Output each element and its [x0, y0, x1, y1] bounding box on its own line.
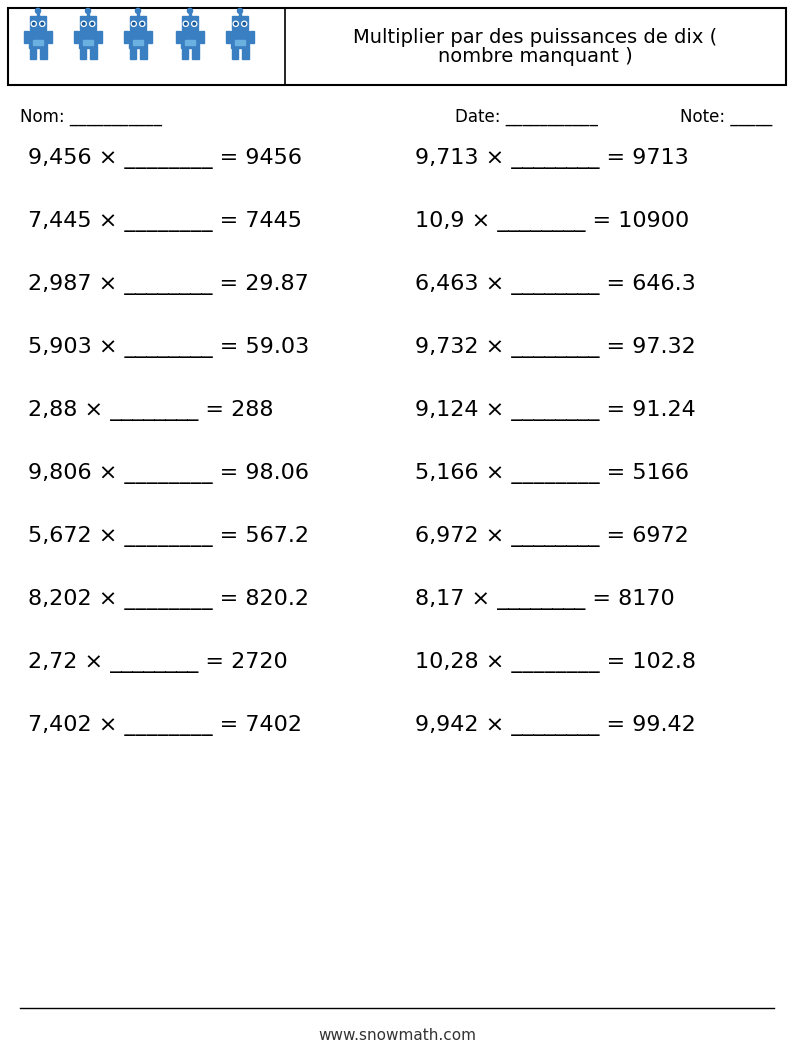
- Circle shape: [131, 21, 137, 26]
- Bar: [148, 32, 152, 43]
- Bar: [33, 40, 43, 45]
- Text: nombre manquant ): nombre manquant ): [438, 47, 633, 66]
- Bar: [191, 48, 198, 59]
- Circle shape: [31, 21, 37, 26]
- Bar: [183, 16, 198, 29]
- Bar: [130, 16, 145, 29]
- Circle shape: [193, 22, 195, 25]
- Bar: [181, 32, 199, 48]
- Bar: [140, 48, 147, 59]
- Bar: [30, 16, 45, 29]
- Circle shape: [91, 22, 94, 25]
- Bar: [129, 48, 137, 59]
- Circle shape: [41, 22, 44, 25]
- Bar: [8, 8, 786, 85]
- Circle shape: [40, 21, 44, 26]
- Bar: [133, 40, 143, 45]
- Bar: [83, 40, 93, 45]
- Circle shape: [237, 8, 242, 14]
- Bar: [29, 32, 48, 48]
- Bar: [40, 48, 47, 59]
- Text: 2,72 × ________ = 2720: 2,72 × ________ = 2720: [28, 652, 287, 673]
- Text: www.snowmath.com: www.snowmath.com: [318, 1028, 476, 1044]
- Circle shape: [36, 8, 40, 14]
- Bar: [87, 12, 89, 16]
- Text: Date: ___________: Date: ___________: [455, 108, 598, 126]
- Circle shape: [187, 8, 193, 14]
- Text: Multiplier par des puissances de dix (: Multiplier par des puissances de dix (: [353, 28, 718, 47]
- Text: 10,9 × ________ = 10900: 10,9 × ________ = 10900: [415, 211, 689, 232]
- Circle shape: [90, 21, 94, 26]
- Text: 2,987 × ________ = 29.87: 2,987 × ________ = 29.87: [28, 274, 309, 295]
- Circle shape: [184, 22, 187, 25]
- Circle shape: [133, 22, 135, 25]
- Bar: [241, 48, 249, 59]
- Circle shape: [136, 8, 141, 14]
- Circle shape: [183, 21, 188, 26]
- Bar: [79, 32, 98, 48]
- Text: Note: _____: Note: _____: [680, 108, 773, 126]
- Text: 9,713 × ________ = 9713: 9,713 × ________ = 9713: [415, 148, 688, 168]
- Text: 7,445 × ________ = 7445: 7,445 × ________ = 7445: [28, 211, 302, 232]
- Bar: [175, 32, 179, 43]
- Bar: [74, 32, 78, 43]
- Bar: [129, 32, 148, 48]
- Circle shape: [140, 21, 145, 26]
- Text: 9,456 × ________ = 9456: 9,456 × ________ = 9456: [28, 148, 302, 168]
- Text: 6,463 × ________ = 646.3: 6,463 × ________ = 646.3: [415, 274, 696, 295]
- Bar: [239, 12, 241, 16]
- Bar: [48, 32, 52, 43]
- Bar: [235, 40, 245, 45]
- Bar: [189, 12, 191, 16]
- Text: 6,972 × ________ = 6972: 6,972 × ________ = 6972: [415, 526, 688, 547]
- Circle shape: [86, 8, 91, 14]
- Bar: [200, 32, 204, 43]
- Circle shape: [243, 22, 245, 25]
- Bar: [232, 48, 238, 59]
- Circle shape: [191, 21, 197, 26]
- Bar: [79, 48, 87, 59]
- Text: 5,166 × ________ = 5166: 5,166 × ________ = 5166: [415, 463, 689, 484]
- Bar: [225, 32, 229, 43]
- Text: 9,732 × ________ = 97.32: 9,732 × ________ = 97.32: [415, 337, 696, 358]
- Circle shape: [141, 22, 144, 25]
- Text: 7,402 × ________ = 7402: 7,402 × ________ = 7402: [28, 715, 302, 736]
- Bar: [182, 48, 188, 59]
- Text: 8,202 × ________ = 820.2: 8,202 × ________ = 820.2: [28, 589, 309, 610]
- Text: 9,124 × ________ = 91.24: 9,124 × ________ = 91.24: [415, 400, 696, 421]
- Text: 9,942 × ________ = 99.42: 9,942 × ________ = 99.42: [415, 715, 696, 736]
- Text: 5,903 × ________ = 59.03: 5,903 × ________ = 59.03: [28, 337, 309, 358]
- Text: 9,806 × ________ = 98.06: 9,806 × ________ = 98.06: [28, 463, 309, 484]
- Text: 5,672 × ________ = 567.2: 5,672 × ________ = 567.2: [28, 526, 309, 547]
- Circle shape: [233, 21, 238, 26]
- Bar: [24, 32, 28, 43]
- Bar: [37, 12, 39, 16]
- Circle shape: [81, 21, 87, 26]
- Bar: [250, 32, 254, 43]
- Bar: [80, 16, 95, 29]
- Circle shape: [241, 21, 247, 26]
- Bar: [185, 40, 195, 45]
- Text: Nom: ___________: Nom: ___________: [20, 108, 162, 126]
- Bar: [233, 16, 248, 29]
- Bar: [98, 32, 102, 43]
- Bar: [230, 32, 249, 48]
- Text: 10,28 × ________ = 102.8: 10,28 × ________ = 102.8: [415, 652, 696, 673]
- Bar: [90, 48, 97, 59]
- Bar: [29, 48, 37, 59]
- Circle shape: [83, 22, 85, 25]
- Text: 2,88 × ________ = 288: 2,88 × ________ = 288: [28, 400, 273, 421]
- Circle shape: [33, 22, 35, 25]
- Bar: [124, 32, 128, 43]
- Circle shape: [234, 22, 237, 25]
- Bar: [137, 12, 139, 16]
- Text: 8,17 × ________ = 8170: 8,17 × ________ = 8170: [415, 589, 675, 610]
